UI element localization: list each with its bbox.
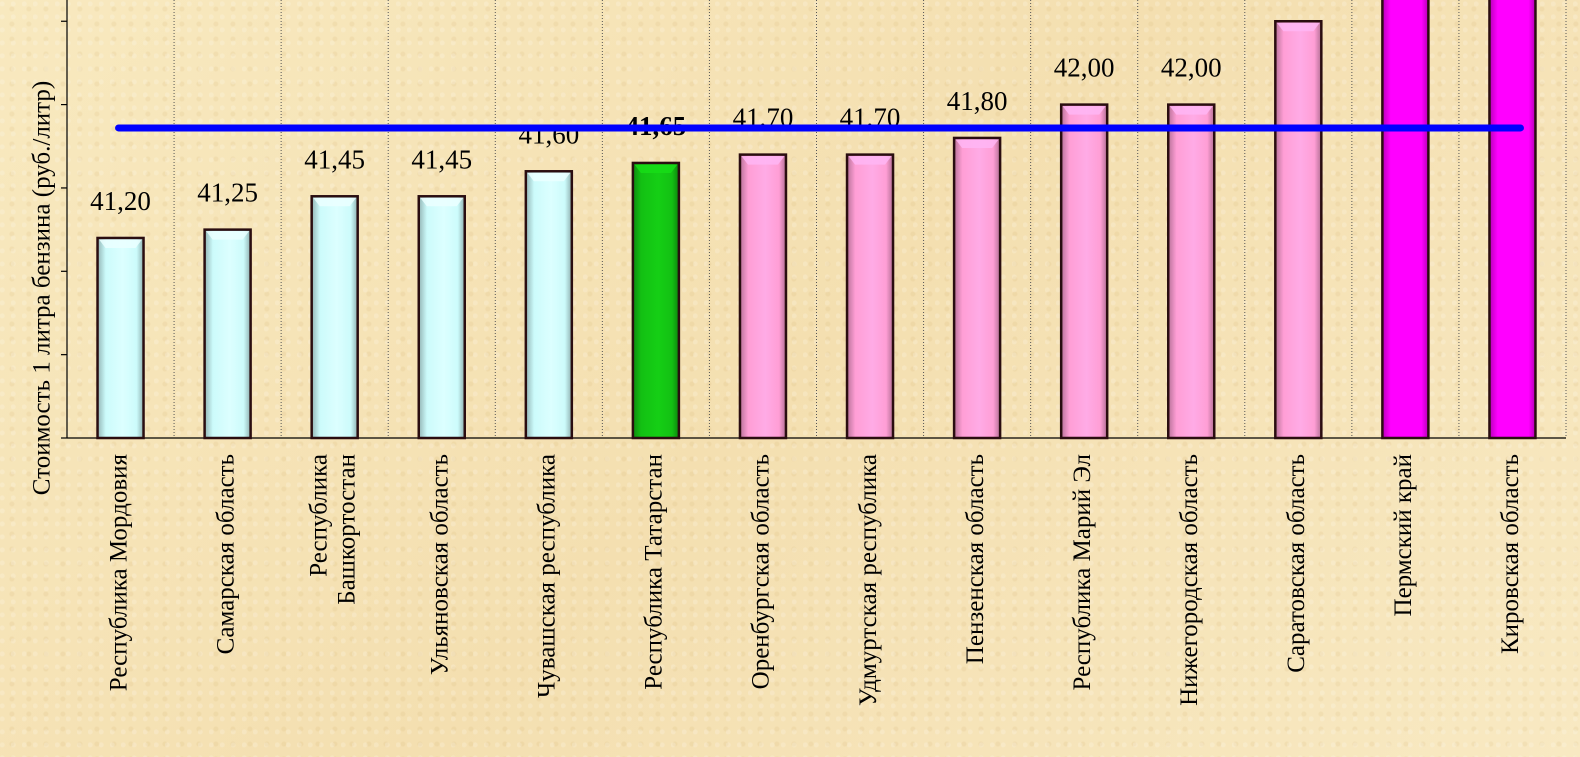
bar	[203, 228, 252, 440]
category-label: Республика Башкортостан	[305, 454, 360, 605]
bar-value-label: 41,25	[197, 178, 258, 208]
bar-value-label: 41,60	[518, 119, 579, 149]
category-label: Ульяновская область	[426, 454, 453, 675]
bar	[96, 236, 145, 440]
category-label-line: Кировская область	[1497, 454, 1524, 654]
bar	[1167, 103, 1216, 440]
bar-bevel	[313, 197, 357, 207]
category-label: Республика Мордовия	[105, 454, 132, 692]
category-labels-layer: Республика Мордовия Самарская область Респ…	[105, 454, 1524, 707]
grid-layer	[61, 0, 1567, 439]
bar	[1488, 0, 1537, 440]
category-label-line: Республика Мордовия	[105, 454, 132, 692]
y-axis-label: Стоимость 1 литра бензина (руб./литр)	[29, 81, 56, 495]
category-label-line: Самарская область	[212, 454, 239, 654]
bar-bevel	[741, 156, 785, 165]
category-label-line: Саратовская область	[1283, 454, 1310, 673]
bar-bevel	[1276, 22, 1320, 32]
bar	[310, 195, 359, 440]
category-label-line: Республика	[305, 454, 332, 577]
category-label-line: Оренбургская область	[748, 454, 775, 689]
bar	[631, 161, 681, 440]
category-label-line: Удмуртская республика	[855, 454, 882, 706]
bar-value-label: 42,00	[1161, 53, 1222, 83]
category-label: Чувашская республика	[534, 454, 561, 698]
bar-value-label: 41,45	[304, 144, 365, 174]
bar-bevel	[527, 172, 571, 182]
bar	[1059, 103, 1109, 440]
bar-bevel	[1062, 106, 1106, 115]
category-label: Нижегородская область	[1176, 454, 1203, 706]
bar	[524, 170, 574, 440]
category-label-line: Пермский край	[1390, 454, 1417, 616]
bar	[1274, 20, 1323, 440]
category-label: Саратовская область	[1283, 454, 1310, 673]
bar-value-label: 41,80	[947, 86, 1008, 116]
category-label-line: Пензенская область	[962, 454, 989, 664]
bar-value-label: 41,20	[90, 186, 151, 216]
category-label: Удмуртская республика	[855, 454, 882, 706]
bars-layer	[96, 0, 1537, 440]
bar-value-label: 42,00	[1054, 53, 1115, 83]
bar	[1381, 0, 1430, 440]
category-label-line: Нижегородская область	[1176, 454, 1203, 706]
bar	[417, 195, 466, 440]
category-label-line: Башкортостан	[333, 454, 360, 605]
bar-value-label: 41,45	[411, 144, 472, 174]
bar-bevel	[1169, 106, 1213, 115]
category-label: Кировская область	[1497, 454, 1524, 654]
category-label-line: Чувашская республика	[534, 454, 561, 698]
bar	[738, 153, 788, 440]
bar-bevel	[634, 164, 678, 173]
bar	[845, 153, 895, 440]
bar-bevel	[955, 139, 999, 148]
category-label-line: Республика Татарстан	[641, 454, 668, 690]
bar-bevel	[206, 231, 250, 240]
category-label: Республика Марий Эл	[1069, 454, 1096, 691]
category-label: Пермский край	[1390, 454, 1417, 616]
category-label: Оренбургская область	[748, 454, 775, 689]
category-label: Самарская область	[212, 454, 239, 654]
bar-bevel	[420, 197, 464, 207]
category-label: Республика Татарстан	[641, 454, 668, 690]
category-label-line: Ульяновская область	[426, 454, 453, 675]
category-label-line: Республика Марий Эл	[1069, 454, 1096, 691]
bar	[952, 136, 1002, 440]
bar-bevel	[848, 156, 892, 165]
bar-bevel	[99, 239, 143, 248]
category-label: Пензенская область	[962, 454, 989, 664]
